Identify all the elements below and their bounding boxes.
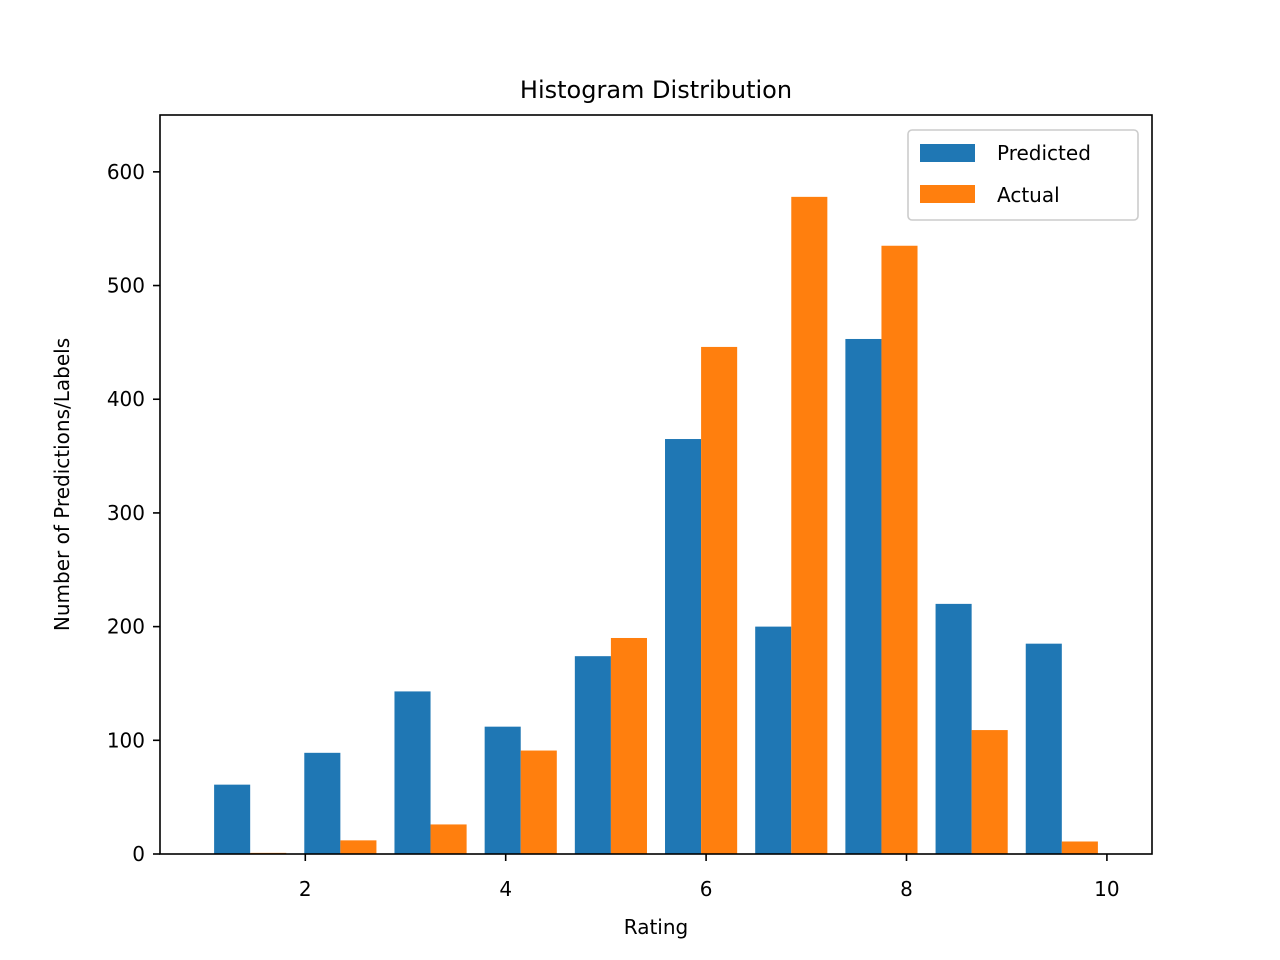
- bar-actual-9: [971, 730, 1008, 854]
- bar-predicted-8: [845, 338, 882, 854]
- bar-predicted-6: [665, 439, 702, 854]
- bar-predicted-2: [304, 752, 341, 854]
- x-tick-label: 6: [700, 877, 713, 901]
- plot-frame: [159, 114, 1153, 855]
- legend-swatch-actual: [920, 185, 975, 203]
- y-axis: 0 100 200 300 400 500 600: [107, 160, 160, 866]
- y-tick-label: 200: [107, 615, 145, 639]
- bar-actual-3: [430, 824, 467, 854]
- bar-predicted-7: [755, 626, 792, 854]
- x-tick-label: 4: [499, 877, 512, 901]
- bar-actual-4: [520, 750, 557, 854]
- bar-actual-7: [791, 196, 828, 854]
- bar-actual-5: [610, 637, 647, 854]
- bar-predicted-1: [214, 784, 251, 854]
- bar-predicted-5: [574, 656, 611, 854]
- bar-actual-6: [701, 346, 738, 854]
- y-tick-label: 600: [107, 160, 145, 184]
- bar-actual-10: [1061, 841, 1098, 854]
- x-tick-label: 10: [1094, 877, 1119, 901]
- x-axis: 2 4 6 8 10: [299, 854, 1120, 901]
- y-tick-label: 300: [107, 501, 145, 525]
- bar-actual-2: [340, 840, 377, 854]
- y-axis-label: Number of Predictions/Labels: [50, 338, 74, 631]
- y-tick-label: 500: [107, 274, 145, 298]
- bars-layer: [214, 196, 1098, 854]
- legend-label-actual: Actual: [997, 183, 1060, 207]
- bar-predicted-3: [394, 691, 431, 854]
- x-axis-label: Rating: [624, 915, 688, 939]
- bar-actual-8: [881, 245, 918, 854]
- y-tick-label: 100: [107, 728, 145, 752]
- legend-swatch-predicted: [920, 144, 975, 162]
- chart-title: Histogram Distribution: [520, 76, 792, 104]
- legend-label-predicted: Predicted: [997, 141, 1091, 165]
- bar-predicted-9: [935, 603, 972, 854]
- x-tick-label: 2: [299, 877, 312, 901]
- bar-predicted-10: [1025, 643, 1062, 854]
- bar-predicted-4: [484, 726, 521, 854]
- legend: Predicted Actual: [907, 129, 1139, 221]
- x-tick-label: 8: [900, 877, 913, 901]
- y-tick-label: 0: [132, 842, 145, 866]
- y-tick-label: 400: [107, 387, 145, 411]
